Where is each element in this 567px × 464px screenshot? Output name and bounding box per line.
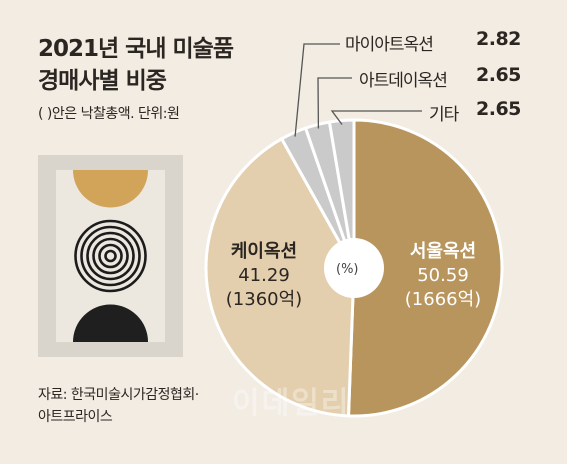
abstract-art-graphic bbox=[73, 170, 148, 342]
legend-name-artday: 아트데이옥션 bbox=[359, 71, 448, 91]
center-unit-label: (%) bbox=[336, 262, 359, 277]
slice-k-auction bbox=[204, 136, 356, 418]
seoulauction-value: 50.59 bbox=[417, 265, 469, 286]
leader-line-artday bbox=[317, 77, 352, 129]
slice-seoul-auction bbox=[346, 118, 504, 418]
legend-value-myart: 2.82 bbox=[476, 28, 521, 50]
art-top-semicircle bbox=[73, 170, 148, 208]
title-line-2: 경매사별 비중 bbox=[38, 68, 167, 94]
source-note: 자료: 한국미술시가감정협회· 아트프라이스 bbox=[38, 384, 199, 428]
slice-label-seoulauction: 서울옥션 50.59 (1666억) bbox=[388, 240, 498, 312]
kauction-value: 41.29 bbox=[238, 265, 290, 286]
seoulauction-amount: (1666억) bbox=[404, 289, 482, 310]
kauction-amount: (1360억) bbox=[225, 289, 303, 310]
chart-subtitle: ( )안은 낙찰총액. 단위:원 bbox=[38, 106, 180, 122]
slice-other bbox=[327, 118, 356, 269]
title-line-1: 2021년 국내 미술품 bbox=[38, 36, 234, 62]
legend-value-other: 2.65 bbox=[476, 98, 521, 120]
kauction-name: 케이옥션 bbox=[230, 241, 298, 262]
legend-value-artday: 2.65 bbox=[476, 64, 521, 86]
legend-name-other: 기타 bbox=[429, 105, 459, 125]
watermark-logo: 이데일리 bbox=[232, 386, 351, 421]
artwork-illustration bbox=[38, 155, 183, 357]
art-concentric-circles bbox=[74, 219, 147, 293]
slice-label-kauction: 케이옥션 41.29 (1360억) bbox=[214, 240, 314, 312]
pie-center-hole bbox=[324, 238, 384, 298]
leader-line-other bbox=[330, 110, 422, 125]
source-line-2: 아트프라이스 bbox=[38, 409, 113, 425]
source-line-1: 자료: 한국미술시가감정협회· bbox=[38, 387, 199, 403]
art-bottom-semicircle bbox=[73, 304, 148, 342]
artwork-canvas bbox=[56, 170, 165, 342]
seoulauction-name: 서울옥션 bbox=[409, 241, 477, 262]
legend-name-myart: 마이아트옥션 bbox=[345, 35, 434, 55]
chart-title: 2021년 국내 미술품 경매사별 비중 bbox=[38, 33, 234, 97]
leader-line-myart bbox=[294, 43, 340, 137]
